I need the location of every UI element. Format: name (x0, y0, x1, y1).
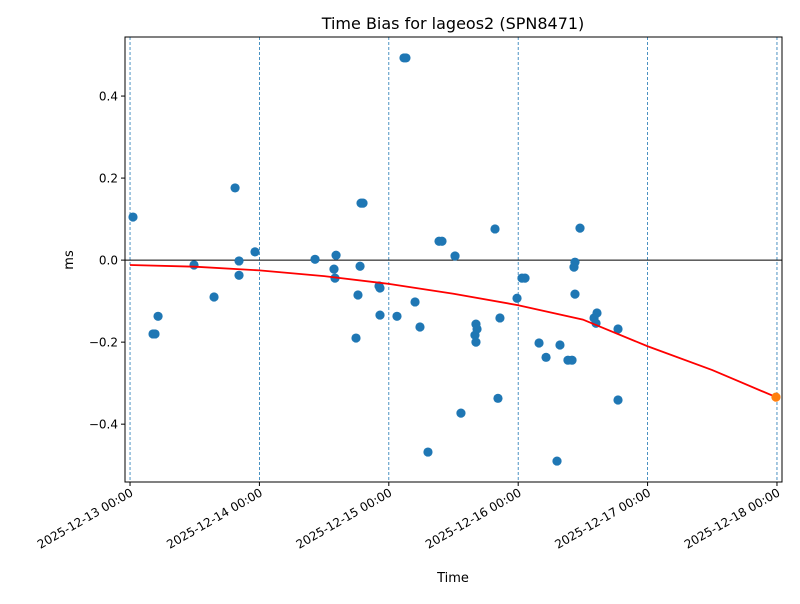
data-point (552, 456, 562, 466)
data-point (234, 256, 244, 266)
fit-curve (130, 264, 777, 398)
data-point (351, 333, 361, 343)
chart-title: Time Bias for lageos2 (SPN8471) (321, 14, 585, 33)
x-tick-label: 2025-12-16 00:00 (423, 485, 524, 551)
data-point (128, 212, 138, 222)
data-point (437, 236, 447, 246)
data-point (472, 324, 482, 334)
data-point (613, 395, 623, 405)
y-tick-label: 0.0 (99, 254, 118, 268)
x-tick-label: 2025-12-17 00:00 (552, 485, 653, 551)
data-point (520, 273, 530, 283)
data-point (355, 261, 365, 271)
data-point (250, 247, 260, 257)
y-tick-label: 0.4 (99, 90, 118, 104)
x-tick-label: 2025-12-13 00:00 (35, 485, 136, 551)
data-point (230, 183, 240, 193)
data-point (471, 337, 481, 347)
data-point (329, 264, 339, 274)
plot-area: 0.4 0.2 0.0 −0.2 −0.4 2025-12-13 00:00 2025-12… (35, 36, 783, 552)
data-point (310, 254, 320, 264)
data-point (150, 329, 160, 339)
data-point (353, 290, 363, 300)
data-point (331, 250, 341, 260)
y-axis-label: ms (62, 250, 77, 270)
data-point (375, 283, 385, 293)
x-tick-label: 2025-12-14 00:00 (164, 485, 265, 551)
data-point (450, 251, 460, 261)
data-point (495, 313, 505, 323)
data-point (613, 324, 623, 334)
data-point (423, 447, 433, 457)
data-point (570, 289, 580, 299)
y-tick-label: −0.4 (89, 418, 118, 432)
y-tick-label: −0.2 (89, 336, 118, 350)
data-point (410, 297, 420, 307)
y-tick-label: 0.2 (99, 172, 118, 186)
data-point (375, 310, 385, 320)
data-point (358, 198, 368, 208)
data-point (592, 308, 602, 318)
data-point (490, 224, 500, 234)
data-point (392, 311, 402, 321)
data-point (567, 355, 577, 365)
data-point (512, 293, 522, 303)
data-point (575, 223, 585, 233)
data-point (234, 270, 244, 280)
data-point (555, 340, 565, 350)
plot-frame (124, 36, 783, 483)
data-point (541, 352, 551, 362)
data-point (415, 322, 425, 332)
data-point (209, 292, 219, 302)
x-tick-label: 2025-12-15 00:00 (294, 485, 395, 551)
x-tick-label: 2025-12-18 00:00 (682, 485, 783, 551)
prediction-point (771, 392, 781, 402)
data-point (493, 393, 503, 403)
data-point (534, 338, 544, 348)
data-point (456, 408, 466, 418)
data-point (153, 311, 163, 321)
data-point (401, 53, 411, 63)
data-point (570, 257, 580, 267)
x-axis-label: Time (436, 571, 469, 586)
data-point (189, 260, 199, 270)
